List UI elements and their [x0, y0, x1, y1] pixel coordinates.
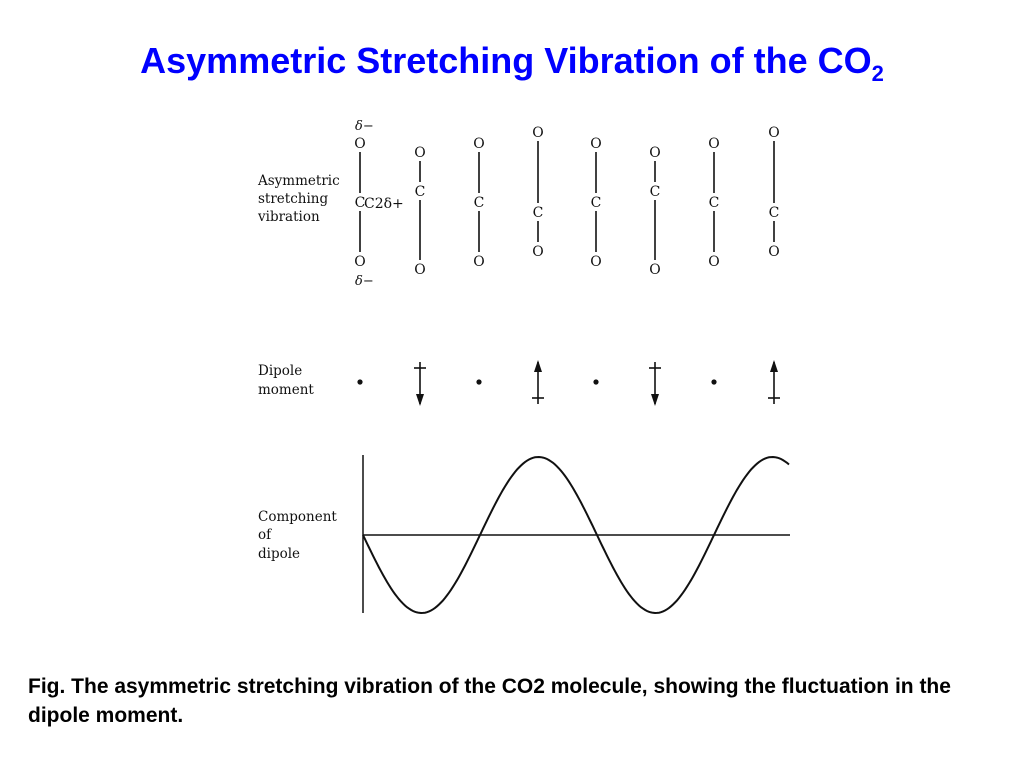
dipole-marks: [357, 360, 780, 406]
molecule-frames: O C O O C O O C O O C O O C O O C O O C O O C O: [354, 125, 779, 278]
dipole-label-line-2: moment: [258, 382, 314, 398]
dipole-row-label: Dipole moment: [258, 363, 314, 398]
vibration-label-line-3: vibration: [257, 209, 320, 225]
molecule-6: O C O: [649, 145, 660, 278]
dipole-zero-dot: [711, 379, 717, 385]
oxygen-atom-bottom: O: [354, 254, 365, 270]
molecule-3: O C O: [473, 136, 484, 270]
molecule-4: O C O: [532, 125, 543, 260]
oxygen-atom-bottom: O: [414, 262, 425, 278]
component-row-label: Component of dipole: [258, 509, 337, 562]
dipole-arrowhead: [416, 394, 424, 406]
carbon-atom: C: [650, 184, 661, 200]
dipole-arrow-up: [768, 360, 780, 404]
oxygen-atom-top: O: [354, 136, 365, 152]
oxygen-atom-top: O: [532, 125, 543, 141]
dipole-zero-dot: [357, 379, 363, 385]
molecule-7: O C O: [708, 136, 719, 270]
oxygen-atom-top: O: [649, 145, 660, 161]
oxygen-atom-top: O: [708, 136, 719, 152]
vibration-label-line-2: stretching: [258, 191, 328, 207]
vibration-label-line-1: Asymmetric: [257, 173, 340, 189]
co2-vibration-figure: Asymmetric stretching vibration Dipole m…: [250, 115, 810, 630]
oxygen-atom-top: O: [768, 125, 779, 141]
oxygen-atom-bottom: O: [590, 254, 601, 270]
dipole-arrowhead: [770, 360, 778, 372]
vibration-row-label: Asymmetric stretching vibration: [257, 173, 340, 225]
carbon-atom: C: [709, 195, 720, 211]
carbon-atom: C: [474, 195, 485, 211]
molecule-2: O C O: [414, 145, 425, 278]
oxygen-atom-bottom: O: [649, 262, 660, 278]
dipole-label-line-1: Dipole: [258, 363, 302, 379]
charge-carbon: C2δ+: [364, 196, 404, 212]
dipole-zero-dot: [476, 379, 482, 385]
carbon-atom: C: [591, 195, 602, 211]
dipole-arrow-down: [414, 362, 426, 406]
slide-title: Asymmetric Stretching Vibration of the C…: [0, 40, 1024, 87]
oxygen-atom-bottom: O: [532, 244, 543, 260]
molecule-5: O C O: [590, 136, 601, 270]
component-label-line-3: dipole: [258, 546, 300, 562]
carbon-atom: C: [533, 205, 544, 221]
dipole-zero-dot: [593, 379, 599, 385]
dipole-component-curve: [362, 455, 790, 615]
oxygen-atom-top: O: [473, 136, 484, 152]
dipole-arrow-down: [649, 362, 661, 406]
dipole-component-plot: [362, 455, 790, 615]
oxygen-atom-top: O: [590, 136, 601, 152]
oxygen-atom-bottom: O: [768, 244, 779, 260]
title-text: Asymmetric Stretching Vibration of the C…: [140, 40, 872, 81]
molecule-8: O C O: [768, 125, 779, 260]
carbon-atom: C: [415, 184, 426, 200]
oxygen-atom-bottom: O: [473, 254, 484, 270]
title-subscript: 2: [871, 61, 884, 87]
component-label-line-2: of: [258, 527, 272, 543]
dipole-arrowhead: [534, 360, 542, 372]
molecule-1: O C O: [354, 136, 365, 270]
figure-svg: Asymmetric stretching vibration Dipole m…: [257, 119, 790, 615]
oxygen-atom-bottom: O: [708, 254, 719, 270]
component-label-line-1: Component: [258, 509, 337, 525]
charge-oxygen-bottom: δ−: [355, 274, 374, 289]
oxygen-atom-top: O: [414, 145, 425, 161]
carbon-atom: C: [769, 205, 780, 221]
dipole-arrowhead: [651, 394, 659, 406]
dipole-arrow-up: [532, 360, 544, 404]
figure-caption: Fig. The asymmetric stretching vibration…: [28, 675, 951, 727]
carbon-atom: C: [355, 195, 366, 211]
charge-oxygen-top: δ−: [355, 119, 374, 134]
